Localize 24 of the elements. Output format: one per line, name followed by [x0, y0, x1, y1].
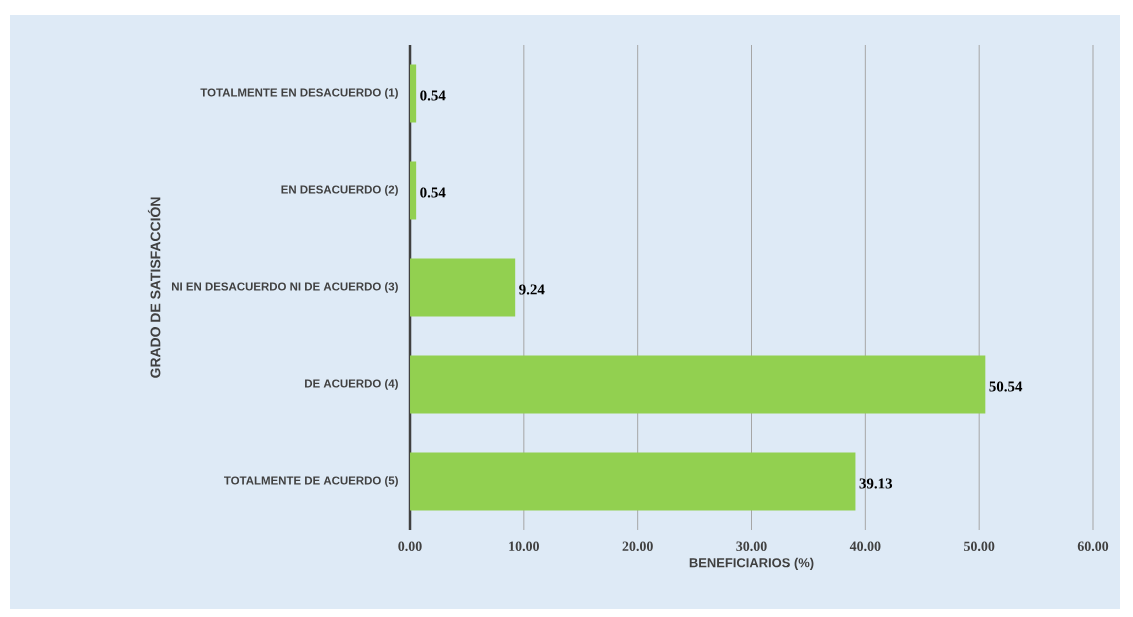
data-label: 9.24	[519, 284, 545, 295]
x-tick-label: 10.00	[509, 541, 539, 551]
x-tick-label: 40.00	[849, 541, 881, 551]
y-tick-label: TOTALMENTE EN DESACUERDO (1)	[200, 88, 398, 99]
bar	[410, 258, 516, 317]
y-tick-label: DE ACUERDO (4)	[305, 379, 398, 390]
bar	[410, 161, 417, 220]
x-tick-label: 20.00	[622, 541, 653, 551]
x-tick-label: 0.00	[398, 541, 422, 551]
x-tick-label: 30.00	[736, 541, 767, 551]
y-tick-label: TOTALMENTE DE ACUERDO (5)	[224, 476, 398, 487]
bar	[410, 452, 856, 511]
x-tick-label: 50.00	[964, 541, 995, 551]
data-label: 39.13	[859, 478, 893, 489]
y-tick-label: EN DESACUERDO (2)	[281, 185, 398, 196]
bar	[410, 355, 986, 414]
data-label: 0.54	[420, 90, 446, 101]
data-label: 50.54	[989, 381, 1023, 392]
bar	[410, 64, 417, 123]
y-tick-label: NI EN DESACUERDO NI DE ACUERDO (3)	[172, 282, 398, 293]
x-tick-label: 60.00	[1077, 541, 1109, 551]
data-label: 0.54	[420, 187, 446, 198]
x-axis-title: BENEFICIARIOS (%)	[689, 557, 814, 570]
y-axis-title: GRADO DE SATISFACCIÓN	[147, 197, 161, 378]
